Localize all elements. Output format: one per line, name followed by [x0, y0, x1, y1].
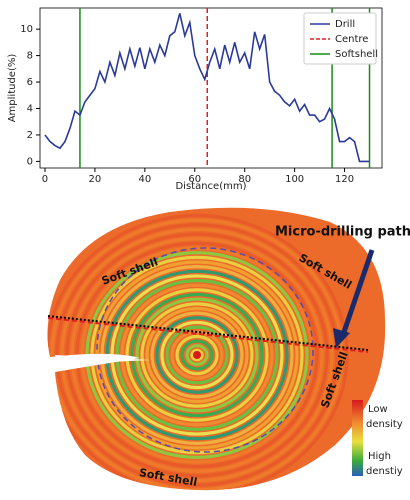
y-tick-label: 2 [27, 130, 33, 141]
colorbar-label: High [368, 451, 391, 462]
y-axis-label: Amplitude(%) [7, 54, 18, 123]
x-tick-label: 40 [138, 174, 151, 185]
colorbar-label: denstiy [366, 466, 403, 477]
x-tick-label: 120 [335, 174, 354, 185]
legend-label: Softshell [335, 49, 378, 60]
x-tick-label: 20 [89, 174, 102, 185]
x-tick-label: 100 [285, 174, 304, 185]
y-tick-label: 0 [27, 156, 33, 167]
legend-label: Drill [335, 19, 355, 30]
figure: Micro-drilling path Soft shell Soft shel… [0, 0, 410, 500]
colorbar-label: density [366, 419, 403, 430]
path-label: Micro-drilling path [275, 225, 410, 240]
pith [193, 351, 201, 359]
x-tick-label: 0 [42, 174, 48, 185]
x-axis-label: Distance(mm) [175, 181, 246, 192]
colorbar [352, 400, 363, 476]
colorbar-label: Low [368, 404, 388, 415]
y-tick-label: 6 [27, 77, 33, 88]
y-tick-label: 4 [27, 103, 33, 114]
legend-label: Centre [335, 34, 368, 45]
y-tick-label: 10 [20, 24, 33, 35]
y-tick-label: 8 [27, 51, 33, 62]
density-map [40, 195, 400, 500]
